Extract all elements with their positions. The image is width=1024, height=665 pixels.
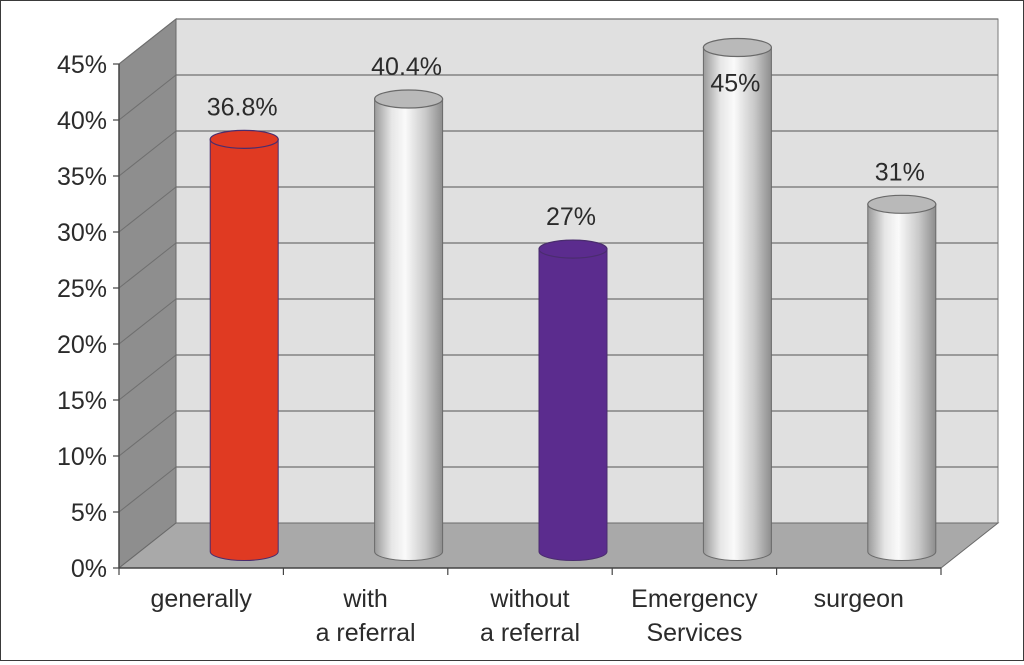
bar-top [374, 89, 444, 109]
y-tick-label: 25% [57, 275, 107, 303]
category-label-line: a referral [480, 619, 580, 647]
bar [702, 47, 772, 561]
data-label: 36.8% [207, 93, 278, 121]
y-tick-label: 0% [71, 555, 107, 583]
y-tick-label: 45% [57, 51, 107, 79]
bar-top [702, 37, 773, 58]
y-tick-label: 20% [57, 331, 107, 359]
category-label-line: Services [646, 619, 742, 647]
gridline-side [118, 410, 177, 457]
y-tick-label: 15% [57, 387, 107, 415]
gridline-side [118, 186, 177, 233]
gridline-side [118, 242, 177, 289]
data-label: 31% [875, 158, 925, 186]
gridline-side [118, 466, 177, 513]
y-tick-label: 30% [57, 219, 107, 247]
data-label: 45% [710, 70, 760, 98]
side-wall [118, 17, 177, 570]
y-tick-label: 35% [57, 163, 107, 191]
category-label: with a referral [316, 585, 416, 647]
bar-top [867, 194, 937, 214]
y-tick-label: 40% [57, 107, 107, 135]
gridline-side [118, 74, 177, 121]
gridline-side [118, 298, 177, 345]
bar [374, 98, 444, 561]
bar [538, 248, 608, 561]
y-tick-label: 5% [71, 499, 107, 527]
category-label-line: surgeon [814, 585, 904, 613]
data-label: 27% [546, 203, 596, 231]
category-label-line: Emergency [631, 585, 758, 613]
category-label: Emergency Services [631, 585, 758, 647]
bar [867, 203, 937, 561]
category-label-line: without [489, 585, 569, 613]
y-tick-label: 10% [57, 443, 107, 471]
gridline-side [118, 354, 177, 401]
bar [209, 138, 279, 561]
category-label: without a referral [480, 585, 580, 647]
category-label-line: with [342, 585, 387, 613]
bar-top [538, 239, 608, 259]
gridline-side [118, 18, 177, 65]
bar-top [209, 129, 279, 149]
category-label-line: generally [150, 585, 252, 613]
category-label: surgeon [814, 585, 904, 613]
gridline-side [118, 130, 177, 177]
category-label-line: a referral [316, 619, 416, 647]
data-label: 40.4% [371, 53, 442, 81]
category-label: generally [150, 585, 252, 613]
